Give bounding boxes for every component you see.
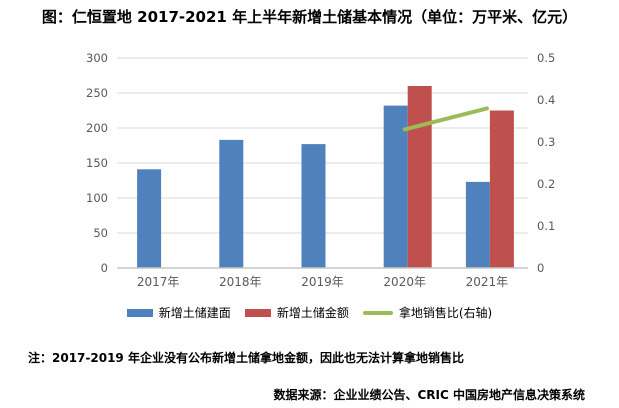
- left-axis-tick-100: 100: [86, 191, 108, 205]
- left-axis-tick-50: 50: [93, 226, 108, 240]
- legend-bar-swatch-icon: [244, 308, 271, 317]
- x-axis-label-2020年: 2020年: [383, 275, 426, 289]
- right-axis-tick-0.2: 0.2: [537, 177, 555, 191]
- left-axis-tick-250: 250: [86, 86, 108, 100]
- left-axis-tick-0: 0: [101, 261, 108, 275]
- legend-item-1: 新增土储金额: [244, 304, 349, 321]
- right-axis-tick-0.1: 0.1: [537, 219, 555, 233]
- bar-gfa-2020年: [383, 105, 408, 268]
- legend-item-2: 拿地销售比(右轴): [362, 304, 493, 321]
- right-axis-tick-0: 0: [537, 261, 544, 275]
- legend-label: 拿地销售比(右轴): [398, 306, 493, 320]
- x-axis-label-2021年: 2021年: [466, 275, 509, 289]
- data-source: 数据来源：企业业绩公告、CRIC 中国房地产信息决策系统: [273, 388, 586, 402]
- bar-gfa-2019年: [301, 144, 326, 268]
- left-axis-tick-200: 200: [86, 121, 108, 135]
- bar-amount-2020年: [407, 86, 432, 268]
- bar-gfa-2021年: [465, 181, 490, 268]
- legend-label: 新增土储金额: [276, 306, 349, 320]
- legend-line-swatch-icon: [362, 310, 393, 315]
- footnote: 注：2017-2019 年企业没有公布新增土储拿地金额，因此也无法计算拿地销售比: [28, 351, 464, 365]
- bar-amount-2021年: [489, 110, 514, 268]
- x-axis-label-2018年: 2018年: [219, 275, 262, 289]
- legend-item-0: 新增土储建面: [126, 304, 231, 321]
- chart-plot-area: 0 50 100 150 200 250 300 0 0.1 0.2 0.3 0.4 0.5 2017年 2…: [86, 51, 555, 289]
- right-axis-tick-0.3: 0.3: [537, 135, 555, 149]
- legend-bar-swatch-icon: [126, 308, 153, 317]
- legend-label: 新增土储建面: [158, 306, 231, 320]
- right-axis-tick-0.5: 0.5: [537, 51, 555, 65]
- line-series-ratio: [402, 106, 489, 132]
- right-axis-tick-0.4: 0.4: [537, 93, 555, 107]
- left-axis-tick-300: 300: [86, 51, 108, 65]
- bar-gfa-2018年: [219, 139, 244, 268]
- bar-gfa-2017年: [137, 169, 162, 268]
- x-axis-label-2019年: 2019年: [301, 275, 344, 289]
- x-axis-label-2017年: 2017年: [137, 275, 180, 289]
- left-axis-tick-150: 150: [86, 156, 108, 170]
- chart-title: 图：仁恒置地 2017-2021 年上半年新增土储基本情况（单位：万平米、亿元）: [41, 8, 578, 26]
- chart-legend: 新增土储建面 新增土储金额 拿地销售比(右轴): [0, 304, 619, 321]
